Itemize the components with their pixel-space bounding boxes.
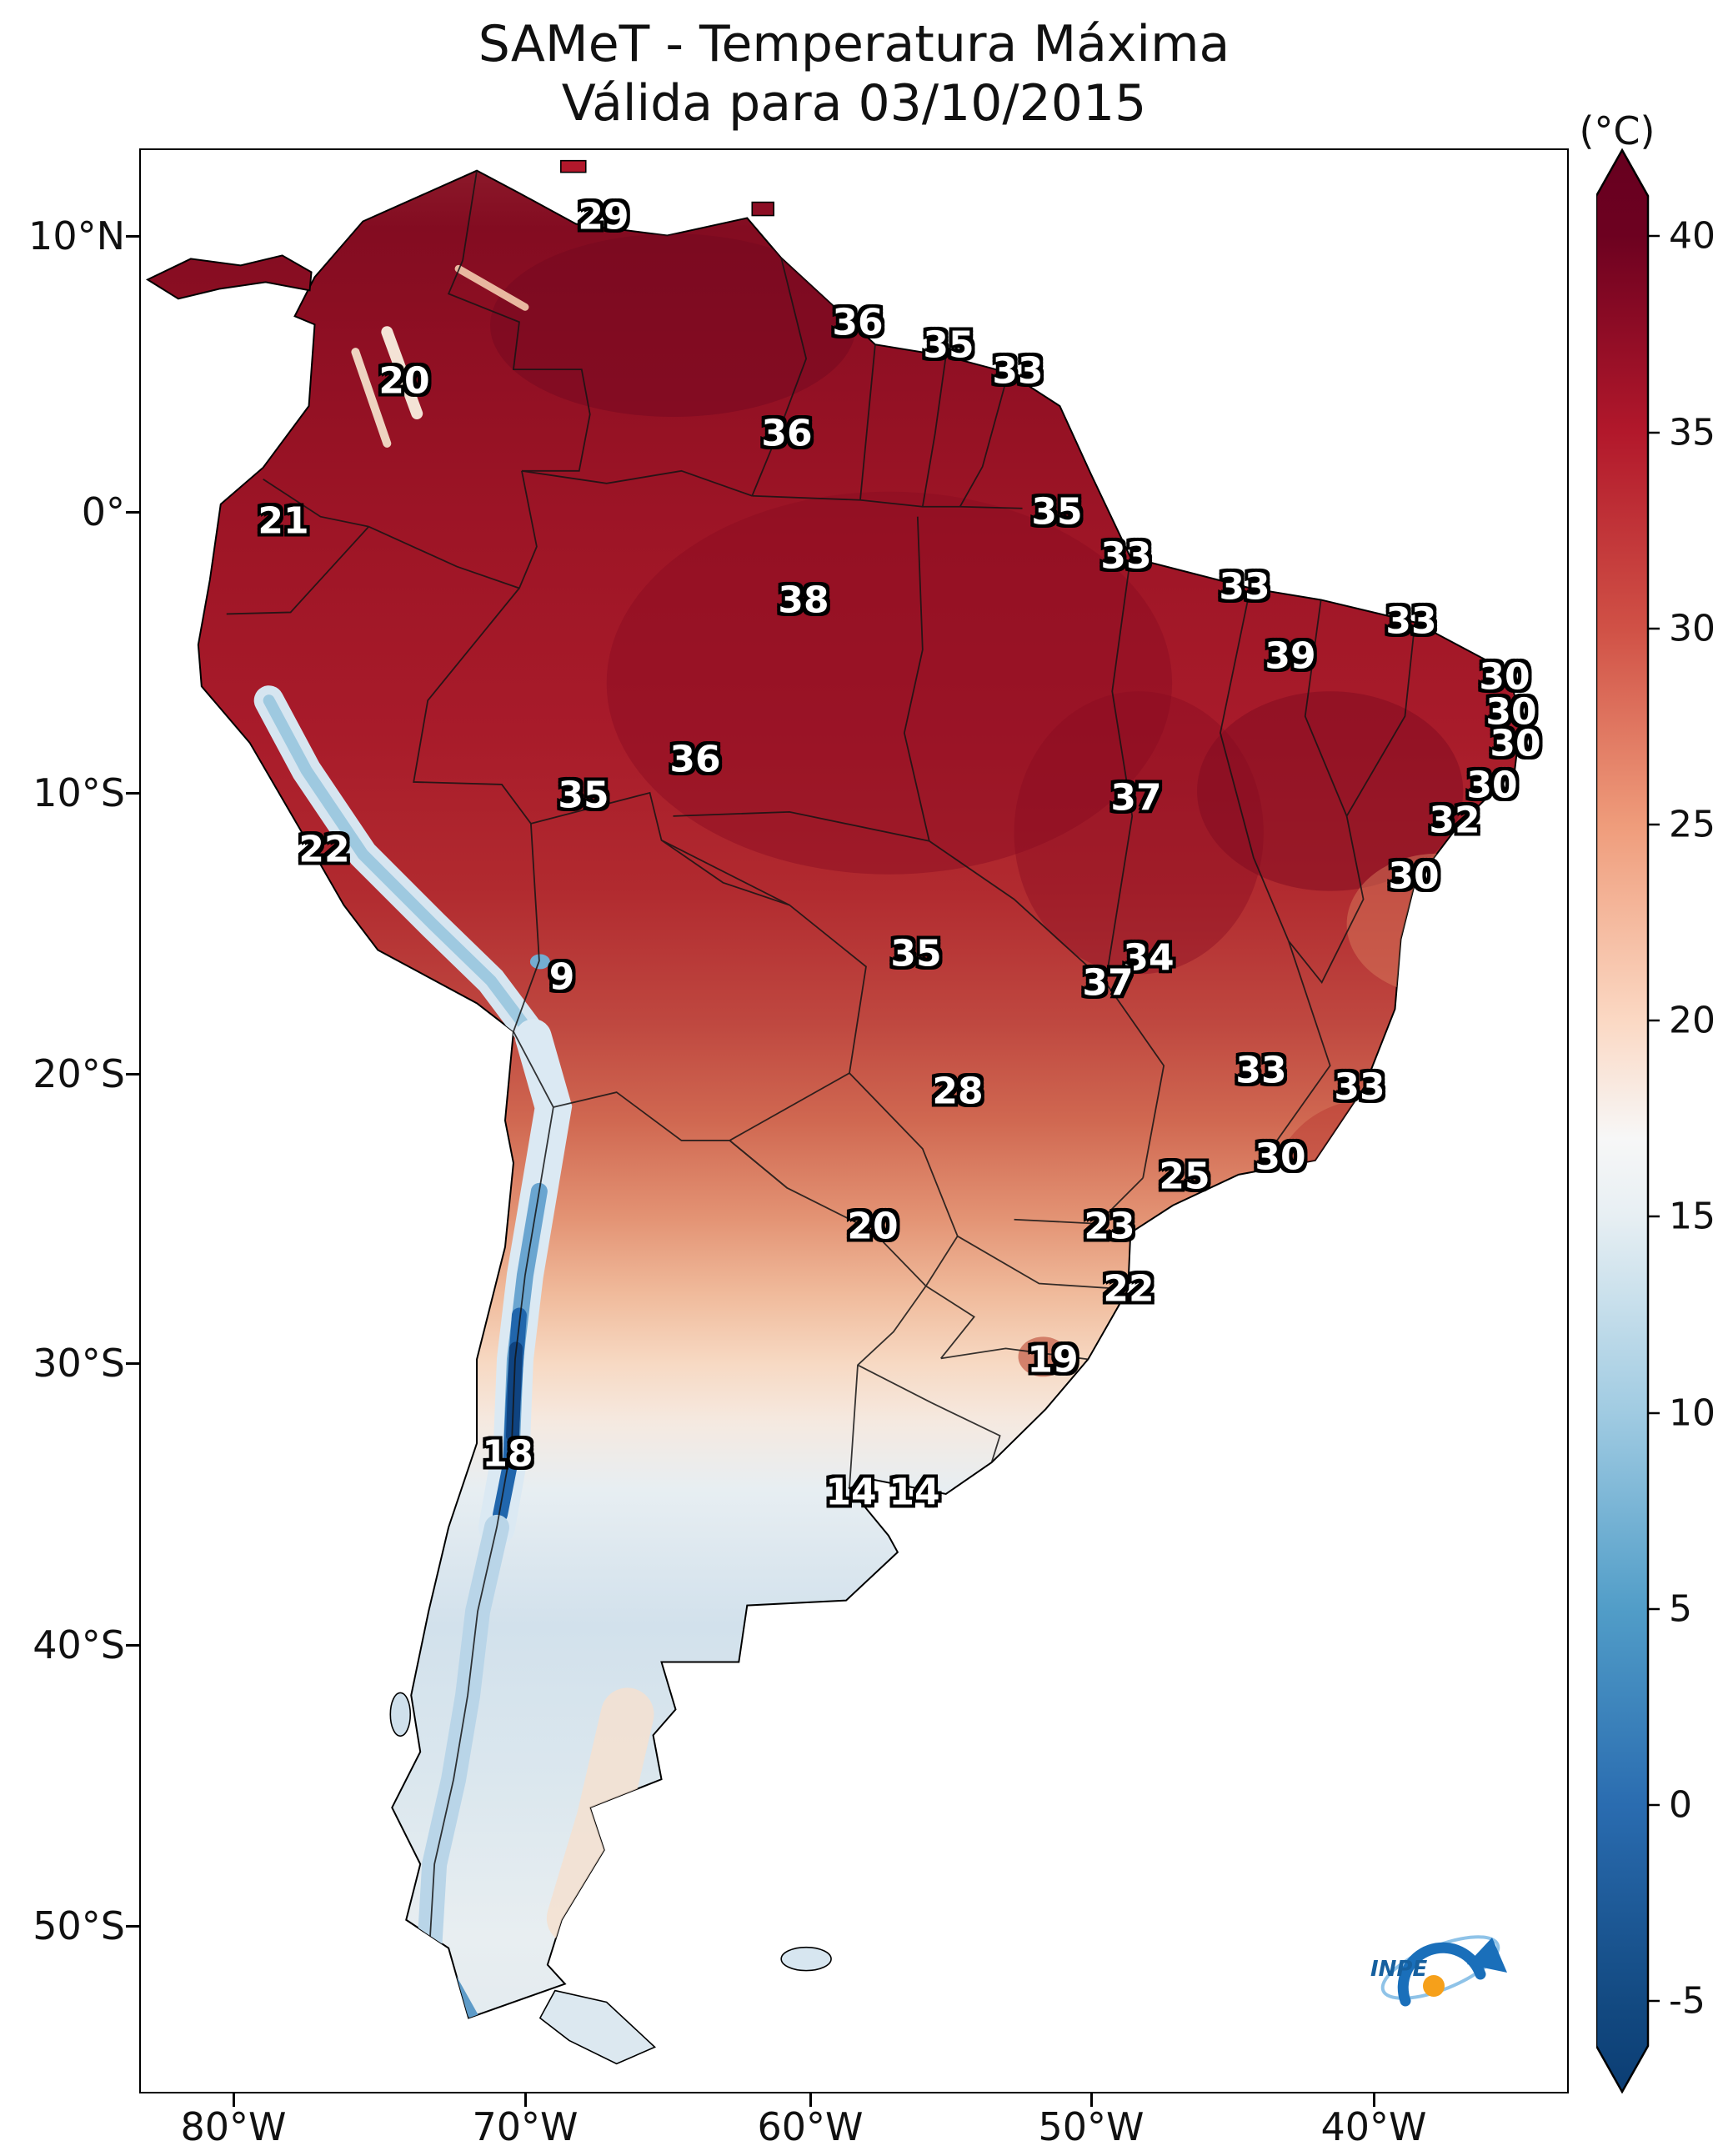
lat-tick-label: 10°S — [33, 770, 125, 815]
country-borders — [226, 170, 1416, 2018]
lat-tick-mark — [126, 235, 139, 238]
lon-tick-label: 70°W — [472, 2104, 579, 2149]
lon-tick-mark — [1090, 2093, 1093, 2107]
lat-tick-mark — [126, 1644, 139, 1647]
colorbar — [1596, 148, 1660, 2093]
title-line-2: Válida para 03/10/2015 — [561, 73, 1147, 133]
colorbar-tick-label: 35 — [1669, 411, 1715, 454]
lat-tick-mark — [126, 792, 139, 795]
logo-orange-dot — [1423, 1975, 1445, 1997]
colorbar-tick-label: 15 — [1669, 1195, 1715, 1238]
inpe-logo: INPE — [1370, 1935, 1507, 2007]
falkland-islands — [780, 1946, 832, 1972]
lon-tick-label: 80°W — [180, 2104, 287, 2149]
lat-tick-mark — [126, 511, 139, 514]
south-america-landmass — [197, 169, 1522, 2019]
colorbar-tick-label: 20 — [1669, 999, 1715, 1042]
lat-tick-label: 20°S — [33, 1051, 125, 1096]
caribbean-islet — [560, 159, 587, 173]
colorbar-tick-label: 30 — [1669, 607, 1715, 650]
lon-tick-label: 60°W — [757, 2104, 864, 2149]
colorbar-tick-label: 25 — [1669, 803, 1715, 846]
chart-title: SAMeT - Temperatura Máxima Válida para 0… — [139, 15, 1569, 133]
map-frame — [139, 148, 1569, 2093]
lat-tick-label: 0° — [81, 489, 125, 534]
colorbar-gradient-bar — [1596, 148, 1650, 2093]
lon-tick-mark — [809, 2093, 812, 2107]
lon-tick-mark — [1373, 2093, 1375, 2107]
lat-tick-mark — [126, 1073, 139, 1075]
inpe-logo-text: INPE — [1370, 1957, 1427, 1982]
tierra-del-fuego — [538, 1989, 656, 2065]
islands — [389, 159, 832, 2065]
lat-tick-label: 30°S — [33, 1341, 125, 1386]
colorbar-tick-label: 10 — [1669, 1391, 1715, 1435]
lon-tick-mark — [233, 2093, 235, 2107]
lat-tick-label: 40°S — [33, 1622, 125, 1667]
colorbar-tick-label: 5 — [1669, 1587, 1692, 1631]
colorbar-tick-label: 40 — [1669, 214, 1715, 258]
chiloe-island — [389, 1692, 412, 1737]
lat-tick-mark — [126, 1362, 139, 1365]
lon-tick-label: 50°W — [1038, 2104, 1144, 2149]
colorbar-tick-marks — [1648, 234, 1660, 2003]
lon-tick-label: 40°W — [1320, 2104, 1427, 2149]
colorbar-tick-label: -5 — [1669, 1979, 1705, 2023]
colorbar-unit-label: (°C) — [1579, 108, 1655, 153]
logo-swirl-arrow — [1397, 1942, 1486, 2007]
caribbean-islet — [751, 201, 775, 217]
colorbar-tick-label: 0 — [1669, 1783, 1692, 1827]
temperature-map — [145, 159, 1522, 2065]
lon-tick-mark — [524, 2093, 527, 2107]
logo-arrowhead — [1467, 1938, 1507, 1973]
lat-tick-mark — [126, 1925, 139, 1928]
lat-tick-label: 10°N — [28, 213, 125, 258]
panama-strip — [145, 254, 313, 300]
lat-tick-label: 50°S — [33, 1903, 125, 1948]
title-line-1: SAMeT - Temperatura Máxima — [478, 15, 1230, 73]
